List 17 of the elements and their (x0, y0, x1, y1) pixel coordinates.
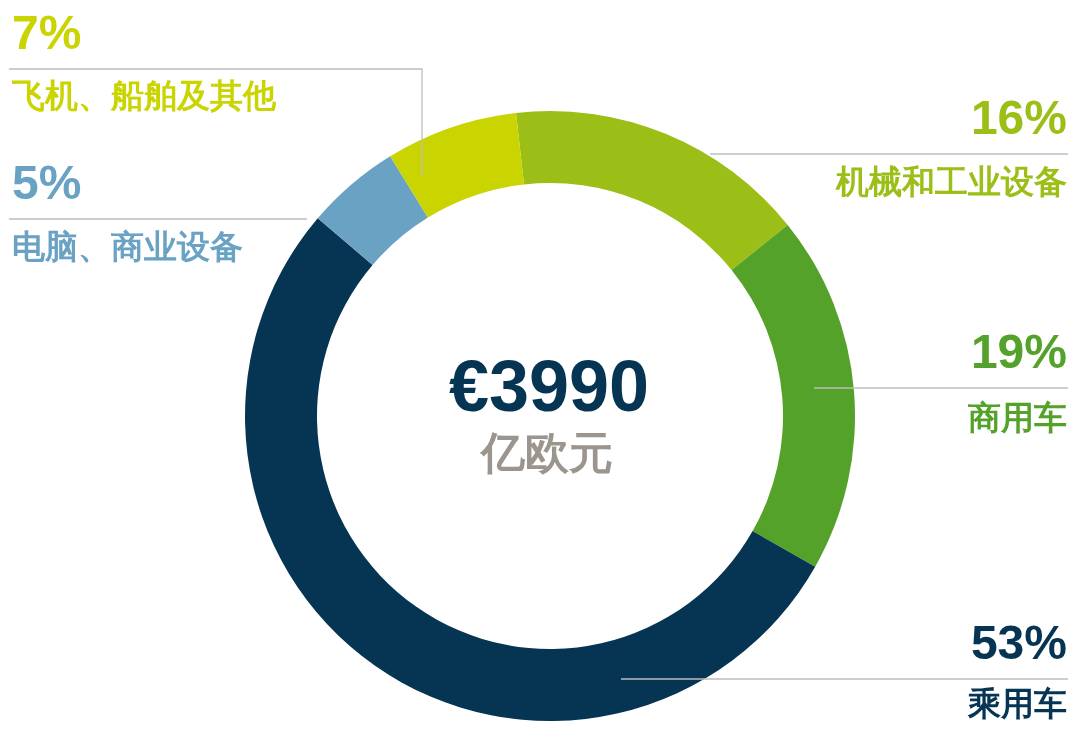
donut-slice (731, 224, 855, 567)
text: €3990 (448, 346, 650, 426)
slice-label: 商用车 (968, 398, 1067, 437)
donut-slice (245, 218, 816, 721)
slice-label: 电脑、商业设备 (12, 227, 243, 266)
donut-slice (390, 112, 525, 218)
data-label: 19% (970, 325, 1067, 378)
donut-slice (516, 111, 788, 270)
donut-slice (317, 156, 428, 265)
data-label: 53% (970, 616, 1067, 669)
slice-label: 飞机、船舶及其他 (11, 76, 277, 115)
data-label: 5% (12, 156, 82, 209)
data-label: 16% (970, 91, 1067, 144)
data-label: 7% (12, 6, 82, 59)
slice-label: 机械和工业设备 (835, 162, 1067, 201)
text: 亿欧元 (479, 427, 613, 478)
slice-label: 乘用车 (967, 684, 1067, 723)
